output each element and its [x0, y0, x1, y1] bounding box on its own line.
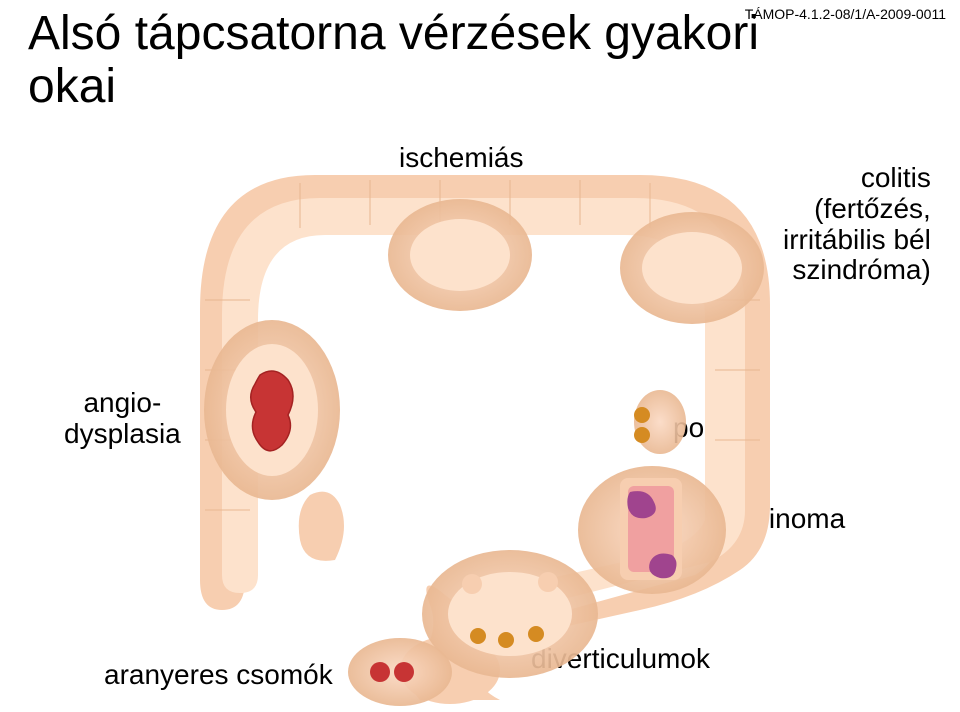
lesion-angiodysplasia	[204, 320, 340, 500]
lesion-ischemic-colitis	[388, 199, 532, 311]
lesion-aranyeres	[348, 638, 452, 706]
lesion-colitis	[620, 212, 764, 324]
lesions	[204, 199, 764, 706]
lesion-diverticulumok	[422, 550, 598, 678]
page: TÁMOP-4.1.2-08/1/A-2009-0011 Alsó tápcsa…	[0, 0, 960, 712]
lesion-polipok	[634, 390, 686, 454]
colon-diagram	[0, 0, 960, 712]
lesion-carcinoma	[578, 466, 726, 594]
